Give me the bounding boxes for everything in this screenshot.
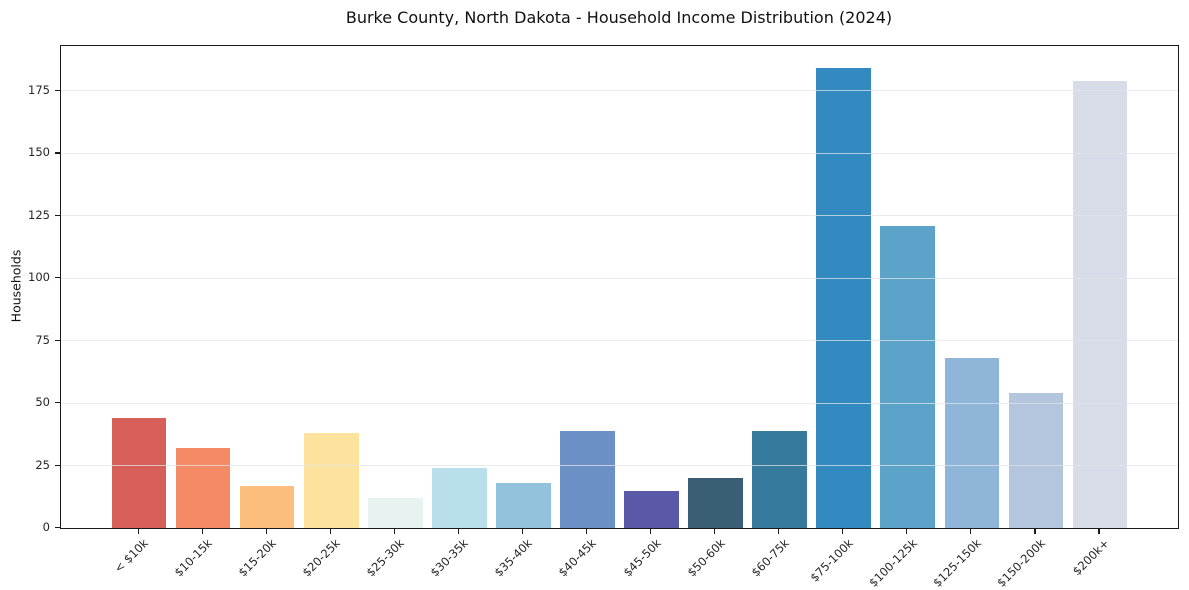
chart-title: Burke County, North Dakota - Household I… [345,8,893,27]
x-tick-mark [906,528,908,534]
y-tick-label: 175 [28,82,50,97]
x-tick-mark [778,528,780,534]
x-tick-mark [393,528,396,534]
x-tick-label: $30-35k [427,536,472,580]
bar-$30-35k [432,468,487,528]
bar-$35-40k [496,483,551,528]
x-tick-mark [714,528,716,534]
x-tick-label: $60-75k [748,536,792,580]
bar-$45-50k [624,490,679,528]
x-tick-label: $25-30k [363,536,408,580]
y-tick-mark [55,339,60,341]
gridline-150 [61,152,1178,154]
bar-$25-30k [368,498,423,528]
x-tick-label: $15-20k [235,536,280,580]
x-tick-label: $125-150k [929,536,984,590]
y-tick-mark [55,152,60,154]
y-tick-mark [55,214,60,216]
y-tick-label: 25 [35,457,50,472]
bar-$20-25k [304,433,359,528]
y-tick-mark [55,402,60,404]
x-tick-mark [585,528,588,534]
bar-$125-150k [944,358,999,528]
y-tick-label: 150 [28,145,50,160]
bar-$50-60k [688,478,743,528]
x-tick-mark [329,528,331,534]
y-tick-label: 125 [28,207,50,222]
y-tick-label: 100 [28,270,50,285]
bar-$15-20k [240,485,295,528]
x-tick-label: $100-125k [865,536,920,590]
x-tick-mark [521,528,524,534]
x-tick-mark [201,528,203,534]
x-tick-label: $20-25k [299,536,344,580]
bar-$150-200k [1008,393,1064,528]
y-tick-label: 50 [35,395,50,410]
y-tick-label: 75 [35,332,50,347]
y-tick-mark [55,89,60,92]
x-tick-label: $40-45k [555,536,600,580]
x-tick-label: $35-40k [491,536,536,580]
x-tick-label: $10-15k [171,536,216,580]
plot-area [60,45,1179,529]
x-tick-mark [265,528,267,534]
bar-< $10k [111,418,167,528]
bar-$75-100k [816,68,871,528]
gridline-100 [61,277,1178,279]
bar-$40-45k [560,430,615,528]
x-tick-label: $50-60k [684,536,728,580]
y-tick-label: 0 [42,520,50,534]
x-tick-label: $150-200k [993,536,1048,590]
gridline-125 [61,215,1178,217]
x-tick-mark [650,528,652,534]
x-tick-label: $200k+ [1069,536,1112,579]
gridline-75 [61,340,1178,342]
y-tick-mark [55,277,60,279]
x-tick-mark [970,528,972,534]
gridline-175 [61,90,1178,92]
bar-$60-75k [752,430,807,528]
x-tick-mark [1034,528,1036,534]
bar-$10-15k [175,448,231,528]
y-tick-mark [55,527,60,529]
x-tick-mark [1098,528,1100,534]
bar-$100-125k [880,225,935,528]
x-tick-mark [842,528,844,534]
x-tick-mark [137,528,139,534]
y-tick-mark [55,464,60,466]
x-tick-mark [457,528,460,534]
x-tick-label: < $10k [111,536,152,576]
bar-$200k+ [1072,80,1128,528]
y-axis-label: Households [8,249,24,323]
x-tick-label: $75-100k [806,536,856,585]
x-tick-label: $45-50k [619,536,664,580]
